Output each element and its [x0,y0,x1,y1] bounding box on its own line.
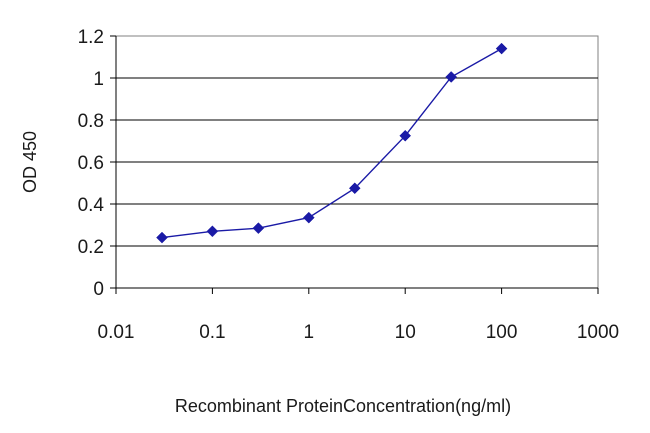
y-axis-label: OD 450 [20,131,40,193]
data-point [399,129,412,142]
data-point [348,182,361,195]
data-point [156,231,168,244]
gridlines [116,77,598,247]
y-tick-label: 0 [93,279,104,300]
x-axis-label: Recombinant ProteinConcentration(ng/ml) [175,396,511,416]
x-tick-label: 0.1 [199,322,225,343]
x-axis-ticks: 0.01 0.1 1 10 100 1000 [98,287,619,343]
y-tick-label: 0.6 [78,153,104,174]
data-point [206,225,219,238]
y-tick-label: 1 [93,69,104,90]
x-tick-label: 100 [486,322,518,343]
data-point [302,211,315,224]
data-point [445,71,458,83]
y-tick-label: 0.8 [78,111,104,132]
series-line [161,47,502,239]
y-tick-label: 0.4 [78,195,105,216]
y-tick-label: 0.2 [78,237,104,258]
x-tick-label: 10 [395,322,416,343]
y-tick-label: 1.2 [78,27,104,48]
y-axis-ticks: 0 0.2 0.4 0.6 0.8 1 1.2 [78,27,117,300]
series-layer [156,42,508,244]
x-tick-label: 1000 [577,322,619,343]
data-point [252,222,265,235]
x-tick-label: 0.01 [98,322,135,343]
x-tick-label: 1 [304,322,315,343]
data-point [495,42,508,55]
